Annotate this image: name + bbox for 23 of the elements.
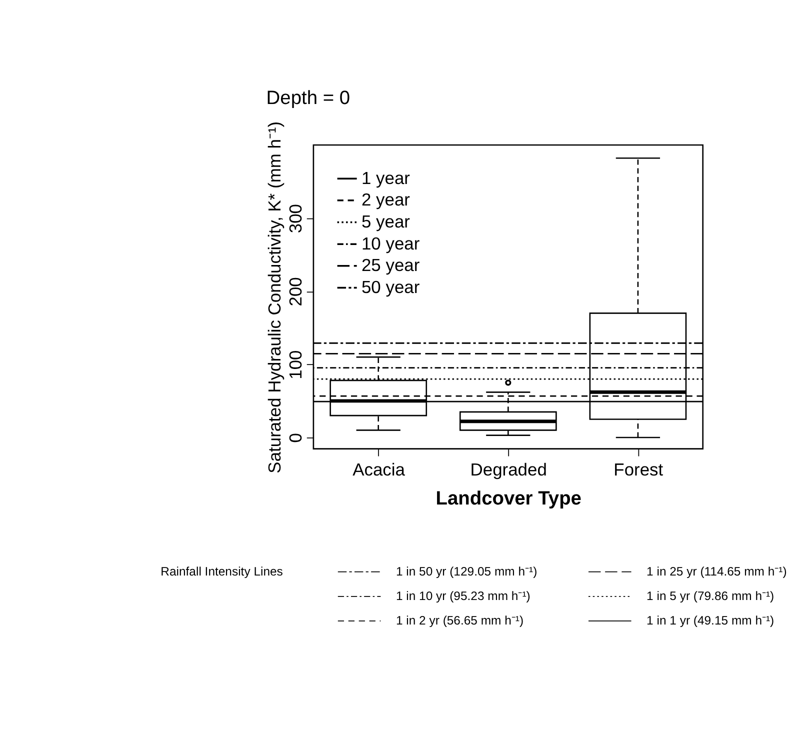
text: 1 in 25 yr (114.65 mm h⁻¹) xyxy=(646,564,787,578)
x-tick-label: Forest xyxy=(614,459,664,480)
x-tick-label: Acacia xyxy=(352,459,406,480)
text: 1 in 2 yr (56.65 mm h⁻¹) xyxy=(396,613,524,628)
legend-label: 5 year xyxy=(361,212,410,232)
text: Rainfall Intensity Lines xyxy=(160,564,283,578)
y-tick-label: 300 xyxy=(286,204,306,234)
x-tick-label: Degraded xyxy=(470,459,547,480)
legend-label: 10 year xyxy=(361,233,420,254)
y-tick-label: 200 xyxy=(286,276,306,306)
y-tick-label: 100 xyxy=(286,350,306,380)
text: 1 in 5 yr (79.86 mm h⁻¹) xyxy=(646,588,774,603)
legend-label: 25 year xyxy=(361,255,420,276)
y-axis-title: Saturated Hydraulic Conductivity, K* (mm h⁻¹) xyxy=(264,121,285,474)
legend-label: 2 year xyxy=(361,190,410,210)
x-axis-title: Landcover Type xyxy=(436,488,582,510)
y-tick-label: 0 xyxy=(286,432,306,443)
legend-label: 1 year xyxy=(361,168,410,188)
text: 1 in 10 yr (95.23 mm h⁻¹) xyxy=(396,588,530,603)
chart-title: Depth = 0 xyxy=(266,88,350,110)
legend-label: 50 year xyxy=(361,276,420,297)
text: 1 in 1 yr (49.15 mm h⁻¹) xyxy=(646,613,774,628)
text: 1 in 50 yr (129.05 mm h⁻¹) xyxy=(396,564,538,578)
